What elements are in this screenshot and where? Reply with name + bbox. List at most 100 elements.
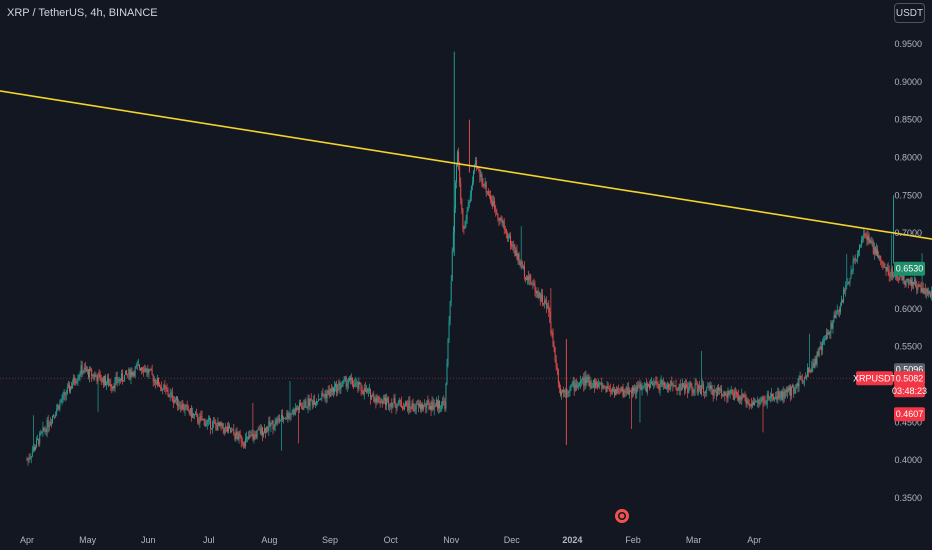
candle	[277, 414, 279, 424]
candle	[580, 375, 582, 389]
symbol-price-tag-label: XRPUSDT	[853, 373, 897, 383]
candle	[717, 383, 719, 395]
candle	[887, 262, 889, 276]
candle	[258, 425, 260, 431]
time-tick-label: Apr	[20, 535, 34, 545]
candle	[739, 395, 741, 405]
candle	[158, 377, 159, 387]
candle	[813, 358, 815, 368]
candle	[801, 374, 803, 385]
candle-body	[163, 384, 165, 389]
candle	[750, 397, 752, 410]
candle	[742, 392, 744, 400]
candle	[695, 378, 697, 386]
candle-body	[109, 383, 111, 386]
candle-body	[537, 290, 539, 298]
candle-body	[52, 415, 53, 423]
candle-body	[626, 387, 628, 394]
candle	[72, 379, 74, 389]
candle	[282, 409, 284, 422]
candle-body	[338, 383, 340, 386]
candle-body	[784, 390, 786, 398]
candle	[650, 378, 652, 389]
candle-body	[666, 387, 667, 389]
candle-body	[576, 385, 578, 388]
candle-body	[387, 398, 389, 400]
candle	[644, 382, 646, 392]
candle-body	[409, 400, 411, 408]
candle	[517, 252, 519, 265]
candle-body	[406, 402, 408, 405]
candle-body	[189, 408, 191, 414]
candle	[791, 385, 793, 400]
candle-body	[690, 382, 692, 387]
candle-body	[449, 301, 451, 321]
candle-body	[594, 382, 596, 389]
candle-body	[631, 391, 632, 394]
candle-body	[68, 384, 70, 392]
candle	[413, 403, 415, 412]
candle	[662, 377, 664, 390]
candle-body	[454, 182, 456, 209]
candle-body	[737, 394, 738, 396]
candle-body	[769, 397, 771, 399]
candle	[839, 302, 841, 315]
candle-body	[488, 195, 490, 197]
candle	[631, 387, 632, 430]
candle	[329, 388, 331, 397]
time-axis[interactable]: Apr May Jun Jul Aug Sep Oct Nov Dec 2024 Feb Mar Apr	[20, 535, 761, 545]
candle	[229, 423, 231, 429]
candle	[434, 403, 436, 408]
candle	[847, 277, 849, 285]
candle	[404, 403, 405, 411]
candle	[263, 431, 264, 438]
candle	[58, 404, 60, 411]
candle	[175, 397, 176, 403]
symbol-title[interactable]: XRP / TetherUS, 4h, BINANCE	[7, 7, 158, 19]
candle	[392, 402, 394, 409]
candle	[824, 335, 825, 346]
trendline-layer[interactable]	[0, 86, 932, 351]
candle-body	[575, 383, 577, 388]
candle	[118, 376, 120, 386]
candle	[138, 364, 140, 371]
candle-body	[204, 419, 206, 427]
candle	[99, 370, 101, 382]
candle-body	[849, 278, 851, 283]
candle-body	[685, 384, 687, 391]
candle-body	[281, 414, 282, 420]
candle-body	[866, 236, 868, 241]
candle	[160, 384, 162, 392]
last-price-tag: 0.5082	[894, 371, 925, 386]
candle	[134, 365, 136, 378]
candle	[210, 417, 211, 435]
candle	[820, 341, 822, 356]
candle-body	[793, 385, 795, 394]
currency-button[interactable]: USDT	[894, 3, 925, 23]
candle-body	[319, 399, 321, 401]
countdown-tag-label: 03:48:23	[892, 386, 927, 396]
candle	[299, 399, 300, 414]
candle	[744, 391, 746, 402]
candle-body	[354, 384, 356, 387]
candle-body	[795, 385, 797, 389]
candle	[652, 381, 654, 386]
candle-body	[213, 421, 215, 423]
candle-body	[429, 405, 431, 409]
candle-body	[98, 373, 100, 375]
candle-body	[691, 386, 693, 391]
candle-body	[912, 281, 913, 286]
candle-body	[780, 390, 782, 398]
candle-body	[272, 420, 274, 429]
candle	[479, 168, 481, 183]
candle-body	[676, 388, 678, 390]
time-axis-marker-icon[interactable]	[615, 509, 629, 523]
candle-body	[764, 401, 766, 403]
candle	[151, 364, 153, 376]
candle	[715, 387, 717, 401]
candle	[502, 219, 504, 229]
target-price-tag-bg	[894, 261, 925, 276]
candle	[94, 371, 96, 381]
candle-body	[751, 402, 753, 406]
